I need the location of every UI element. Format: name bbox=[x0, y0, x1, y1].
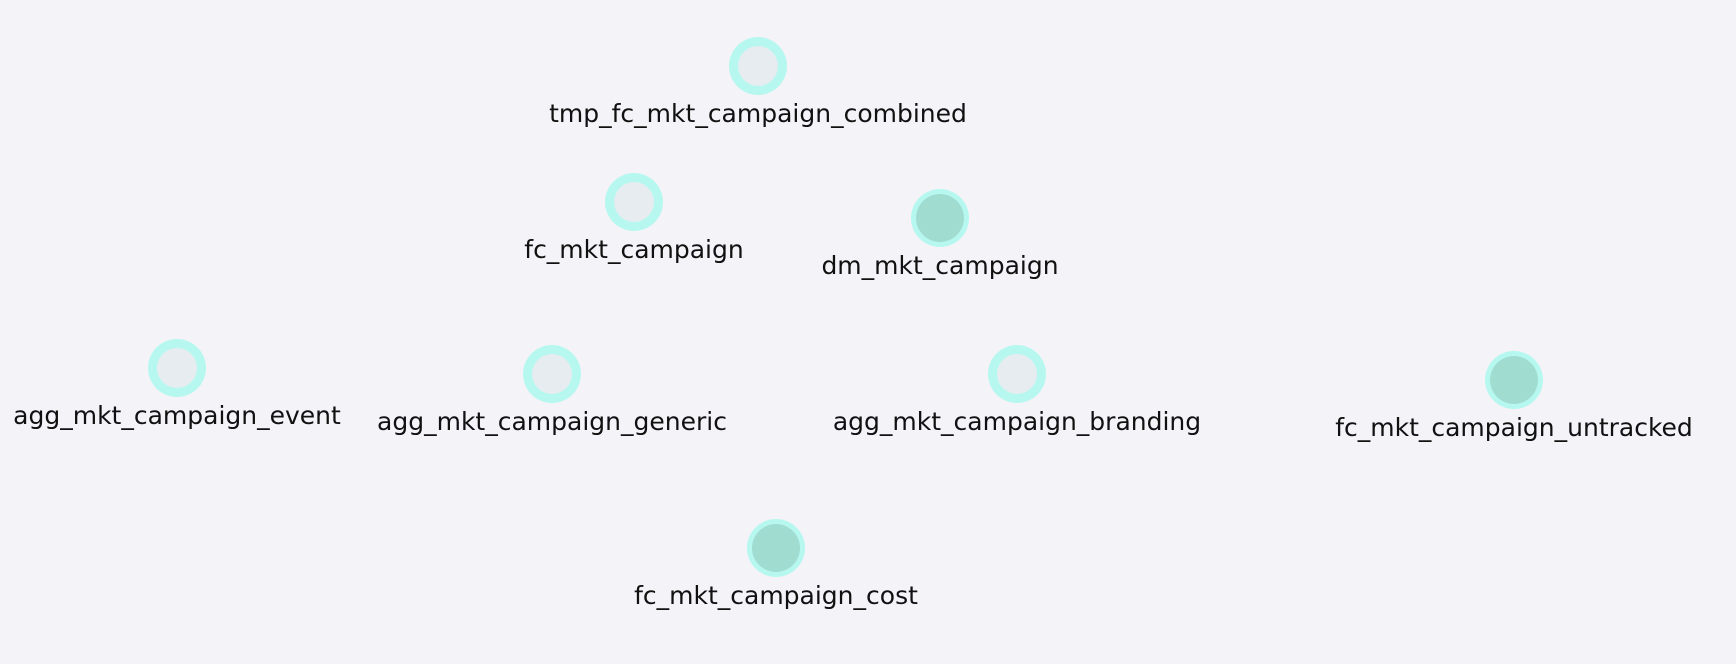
node-circle[interactable] bbox=[911, 189, 969, 247]
node-circle[interactable] bbox=[148, 339, 206, 397]
node-circle[interactable] bbox=[729, 37, 787, 95]
node-label: fc_mkt_campaign_cost bbox=[634, 581, 918, 610]
node-label: agg_mkt_campaign_branding bbox=[832, 407, 1202, 436]
node-label: agg_mkt_campaign_event bbox=[13, 401, 341, 430]
node-circle[interactable] bbox=[988, 345, 1046, 403]
node-label: fc_mkt_campaign bbox=[524, 235, 744, 264]
node-circle[interactable] bbox=[523, 345, 581, 403]
node-circle[interactable] bbox=[1485, 351, 1543, 409]
node-label: agg_mkt_campaign_generic bbox=[377, 407, 727, 436]
node-circle[interactable] bbox=[747, 519, 805, 577]
node-circle[interactable] bbox=[605, 173, 663, 231]
node-label: dm_mkt_campaign bbox=[821, 251, 1059, 280]
node-label: fc_mkt_campaign_untracked bbox=[1335, 413, 1693, 442]
node-label: tmp_fc_mkt_campaign_combined bbox=[549, 99, 967, 128]
